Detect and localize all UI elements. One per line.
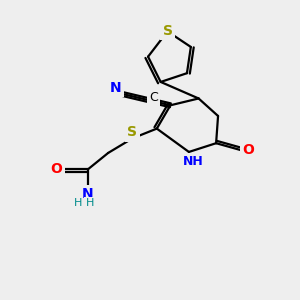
Text: NH: NH <box>182 155 203 168</box>
Text: C: C <box>149 91 158 104</box>
Text: H: H <box>74 199 82 208</box>
Text: O: O <box>51 162 63 176</box>
Text: O: O <box>242 143 254 157</box>
Text: N: N <box>110 81 122 95</box>
Text: N: N <box>82 187 94 201</box>
Text: H: H <box>85 199 94 208</box>
Text: S: S <box>128 125 137 140</box>
Text: S: S <box>163 24 172 38</box>
